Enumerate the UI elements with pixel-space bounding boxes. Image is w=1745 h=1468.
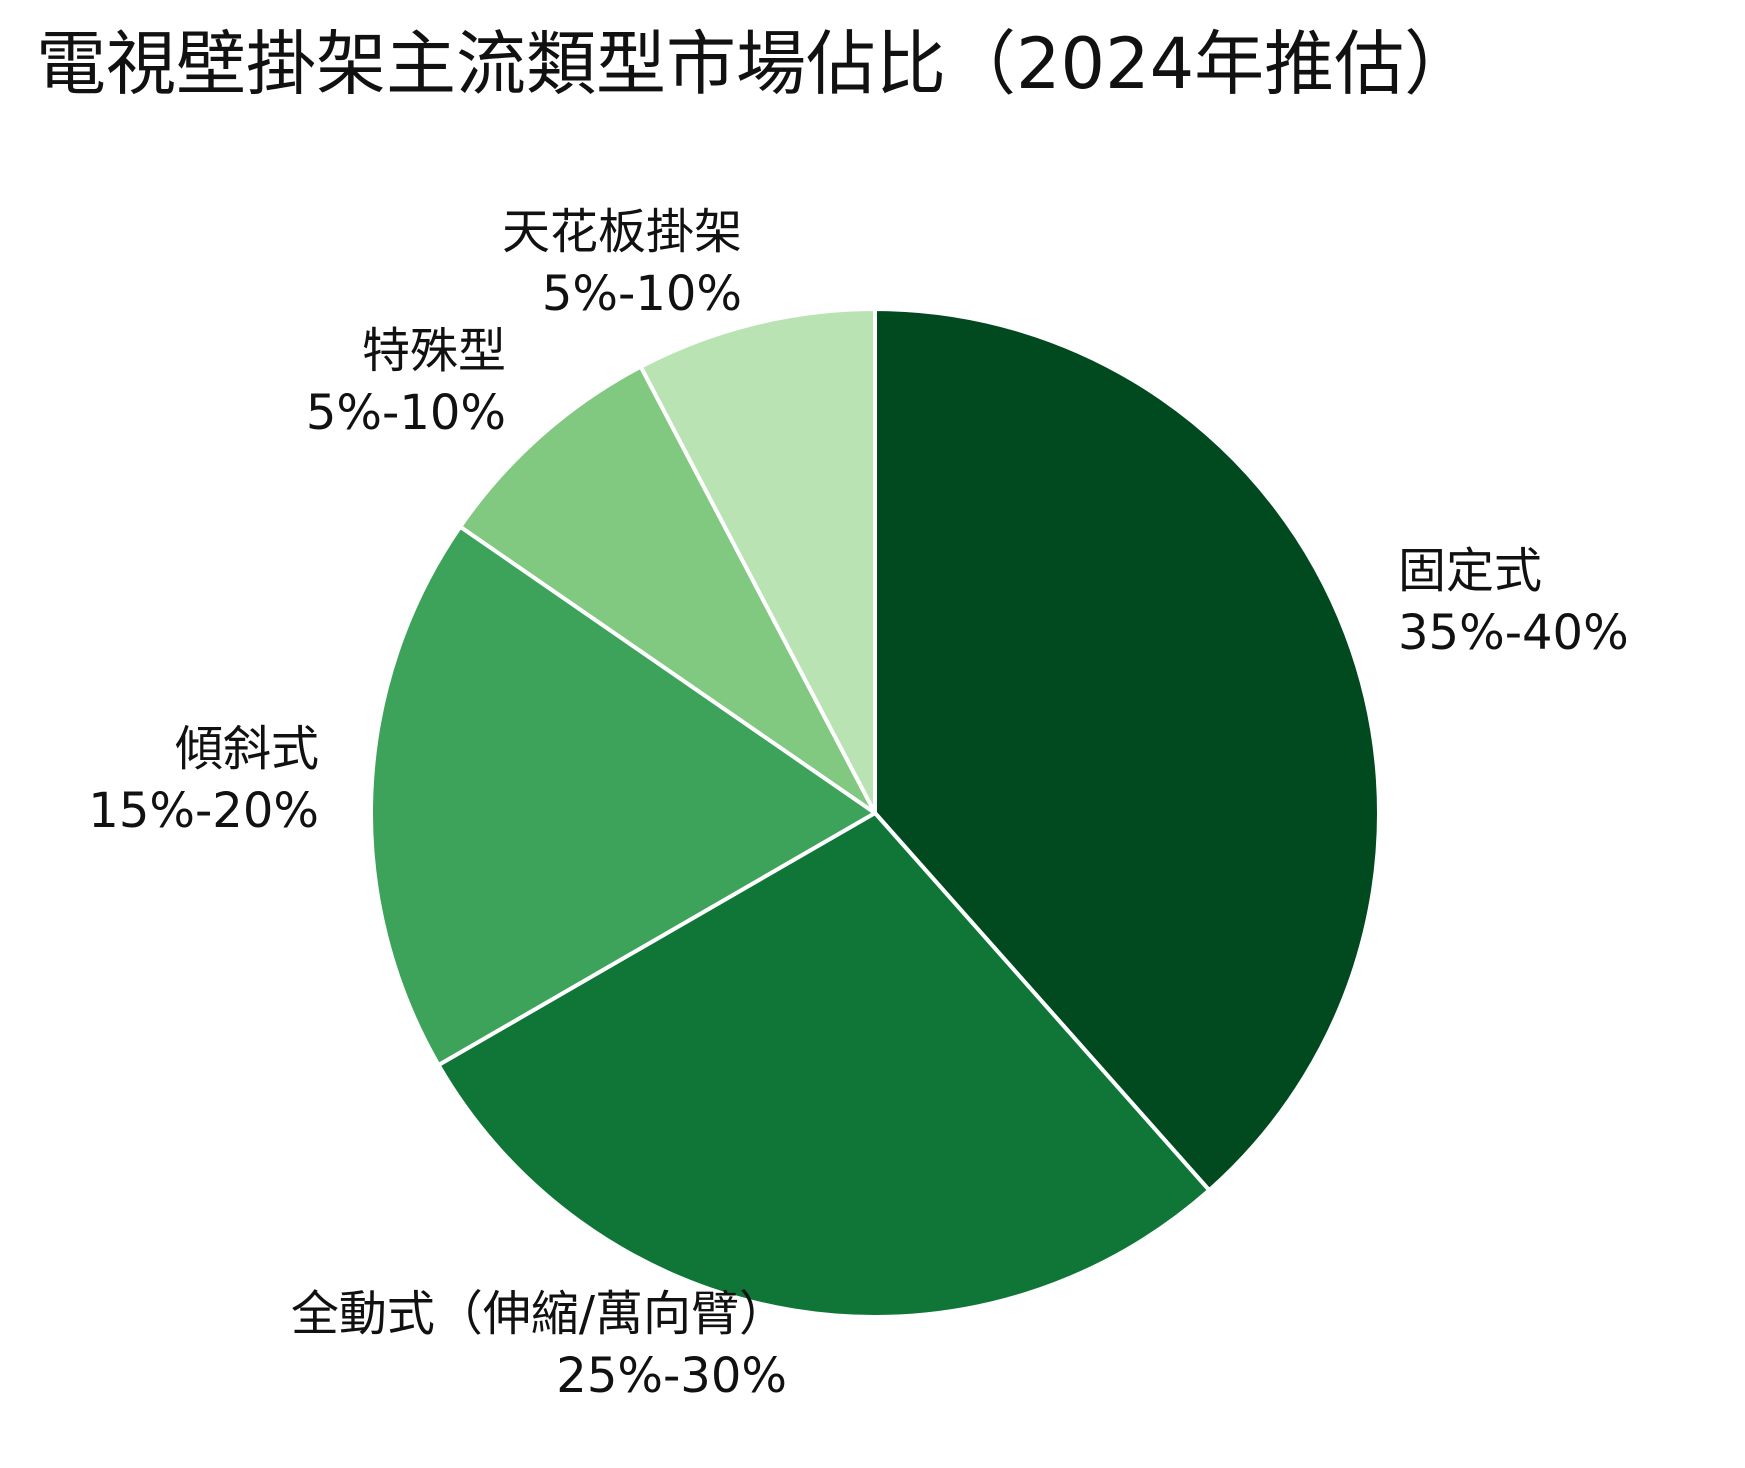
slice-label-tilt: 傾斜式 15%-20% <box>88 718 319 842</box>
slice-label-ceiling: 天花板掛架 5%-10% <box>502 201 742 325</box>
slice-label-name: 全動式（伸縮/萬向臂） <box>290 1286 787 1342</box>
slice-special <box>458 364 877 815</box>
slice-fixed <box>873 307 1381 1193</box>
chart-title: 電視壁掛架主流類型市場佔比（2024年推估） <box>36 23 1475 105</box>
slice-label-range: 35%-40% <box>1398 605 1629 661</box>
slice-label-full-motion: 全動式（伸縮/萬向臂） 25%-30% <box>291 1283 787 1407</box>
pie-slices <box>369 307 1381 1319</box>
slice-label-special: 特殊型 5%-10% <box>306 320 506 444</box>
slice-label-range: 15%-20% <box>88 783 319 839</box>
slice-label-name: 固定式 <box>1398 543 1543 599</box>
slice-label-fixed: 固定式 35%-40% <box>1398 540 1629 664</box>
slice-tilt <box>369 524 877 1067</box>
slice-label-range: 5%-10% <box>305 385 506 441</box>
slice-full-motion <box>436 811 1212 1319</box>
slice-label-name: 特殊型 <box>361 323 506 379</box>
slice-label-range: 5%-10% <box>541 266 742 322</box>
slice-label-name: 天花板掛架 <box>501 204 742 260</box>
slice-ceiling <box>638 307 877 815</box>
slice-label-name: 傾斜式 <box>174 721 319 777</box>
slice-label-range: 25%-30% <box>556 1348 787 1404</box>
